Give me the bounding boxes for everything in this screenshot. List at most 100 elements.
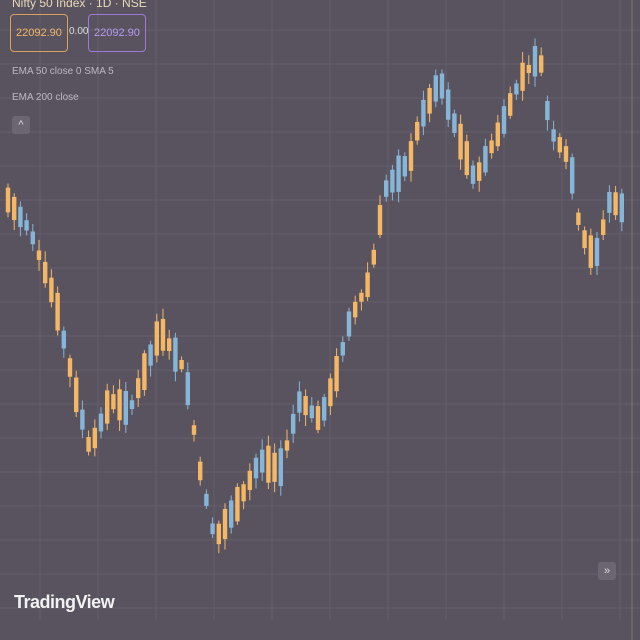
candle-body (284, 440, 290, 451)
candle-body (136, 378, 141, 399)
candle-body (384, 180, 389, 197)
candle-body (12, 196, 17, 221)
candle-body (489, 140, 494, 154)
candle-body (185, 372, 190, 406)
scroll-button[interactable]: » (598, 562, 616, 580)
candle-body (303, 396, 308, 416)
logo: TradingView (14, 592, 115, 612)
candle-body (198, 461, 203, 481)
indicator[interactable]: EMA 50 close 0 SMA 5 (12, 66, 114, 77)
candle-body (55, 292, 60, 331)
candle-body (570, 157, 575, 194)
candle-body (483, 145, 488, 173)
candle-body (346, 311, 352, 337)
candle-body (253, 457, 259, 479)
candle-body (278, 448, 283, 487)
candle-body (204, 493, 209, 506)
candle-body (216, 523, 221, 545)
candle-body (365, 272, 370, 298)
candle-body (340, 342, 345, 356)
symbol-title[interactable]: Nifty 50 Index · 1D · NSE (12, 0, 147, 10)
candle-body (501, 106, 507, 134)
candle-body (421, 99, 426, 127)
candle-body (160, 318, 166, 351)
candle-body (111, 394, 116, 410)
candle-body (229, 500, 234, 528)
candle-body (49, 277, 54, 303)
candle-body (30, 231, 35, 245)
candle-body (576, 212, 581, 225)
collapse-button[interactable]: ^ (12, 116, 30, 134)
candle-body (24, 220, 29, 231)
candle-body (154, 321, 159, 356)
candle-body (80, 409, 85, 430)
candle-body (74, 377, 79, 413)
candle-body (477, 162, 482, 181)
candle-body (396, 155, 401, 192)
candle-body (495, 122, 500, 147)
candle-body (129, 400, 135, 410)
candle-body (508, 93, 513, 116)
candle-body (309, 405, 314, 419)
candle-body (452, 113, 457, 133)
candle-body (371, 249, 376, 265)
candle-body (545, 100, 550, 121)
candle-body (210, 523, 215, 535)
candle-body (36, 250, 42, 260)
candle-body (5, 187, 11, 213)
candle-body (415, 121, 420, 141)
candle-body (594, 237, 600, 267)
candle-body (297, 391, 302, 413)
candle-body (464, 141, 469, 176)
candle-body (514, 83, 519, 95)
candle-body (266, 445, 271, 483)
candle-body (613, 192, 618, 216)
candle-body (247, 470, 252, 491)
candle-body (359, 292, 364, 302)
candle-body (408, 141, 414, 171)
candle-body (67, 358, 73, 377)
candle-body (526, 64, 531, 74)
candle-body (532, 45, 538, 77)
candle-body (235, 486, 240, 522)
candle-body (260, 449, 265, 473)
candle-body (427, 88, 432, 114)
candle-body (241, 484, 246, 502)
candle-body (588, 235, 593, 268)
sell-price[interactable]: 22092.90 (10, 14, 68, 52)
candle-body (458, 123, 463, 160)
candle-body (315, 406, 321, 430)
candle-body (328, 378, 333, 407)
candle-body (98, 413, 104, 432)
indicator[interactable]: EMA 200 close (12, 92, 79, 103)
candle-body (539, 55, 544, 73)
candle-body (557, 137, 562, 153)
candle-body (167, 338, 172, 352)
candle-body (105, 390, 110, 424)
buy-price[interactable]: 22092.90 (88, 14, 146, 52)
candle-body (619, 193, 624, 223)
spread: 0.00 (69, 26, 89, 37)
candle-body (563, 146, 569, 162)
candle-body (142, 353, 147, 390)
candle-body (607, 191, 612, 213)
candle-body (123, 390, 128, 425)
candle-body (439, 73, 445, 99)
candle-body (390, 169, 395, 193)
candle-body (291, 413, 296, 434)
candle-body (334, 355, 339, 392)
candle-body (322, 397, 327, 421)
candle-body (433, 75, 438, 102)
candle-body (551, 129, 556, 142)
candle-body (601, 219, 606, 235)
candle-body (520, 62, 525, 91)
candle-body (179, 359, 184, 370)
candle-body (446, 89, 451, 120)
candle-body (61, 330, 66, 349)
candle-body (92, 427, 97, 449)
candle-body (272, 452, 277, 482)
candle-body (148, 344, 153, 366)
candle-body (582, 230, 587, 249)
